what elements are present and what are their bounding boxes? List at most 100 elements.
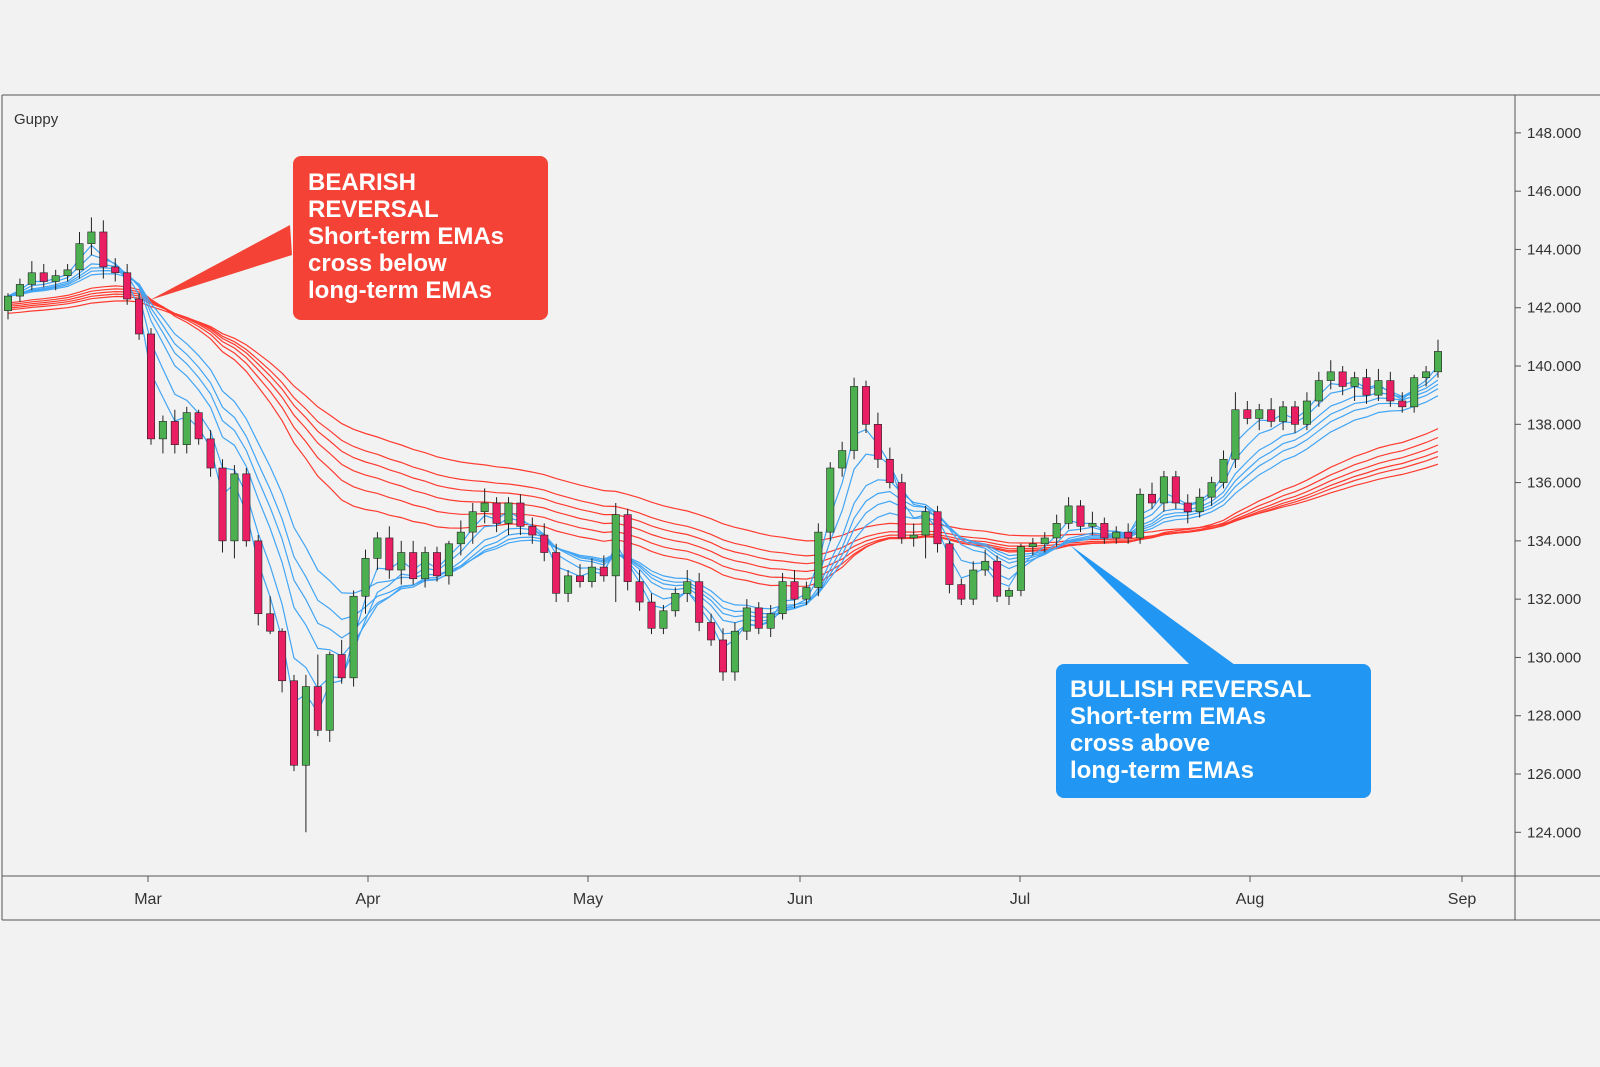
long-term-ema-line — [7, 288, 1439, 580]
bullish-candle — [182, 412, 191, 446]
bullish-candle — [671, 593, 680, 612]
long-term-ema-ribbon — [7, 285, 1439, 587]
bullish-candle — [838, 450, 847, 469]
bearish-candle — [39, 272, 48, 282]
bearish-candle — [576, 575, 584, 582]
bearish-candle — [242, 473, 251, 542]
bullish-candle — [1279, 406, 1288, 422]
bearish-callout-box — [293, 156, 548, 320]
bearish-candle — [862, 386, 870, 425]
bearish-candle — [266, 613, 275, 632]
long-term-ema-line — [7, 295, 1439, 557]
x-tick-label: Apr — [356, 891, 382, 908]
bearish-candle — [1183, 502, 1192, 513]
bullish-candle — [564, 575, 573, 594]
y-tick-label: 140.000 — [1527, 358, 1581, 375]
bearish-candle — [433, 552, 441, 577]
bullish-candle — [814, 531, 823, 588]
bullish-candle — [826, 467, 835, 533]
bearish-candle — [99, 231, 108, 268]
bearish-candle — [599, 566, 608, 577]
svg-text:BULLISH REVERSAL Short-t: BULLISH REVERSAL Short-term EMAs cross a… — [1070, 676, 1318, 784]
bullish-candle — [4, 295, 12, 311]
bearish-candle — [1362, 377, 1371, 396]
bullish-candle — [1005, 590, 1013, 597]
bearish-reversal-callout: BEARISH REVERSAL Short-term EMAs cross b… — [150, 156, 548, 320]
candlestick-series — [4, 217, 1442, 833]
bullish-candle — [1088, 523, 1097, 527]
bearish-candle — [254, 540, 263, 615]
bullish-candle — [158, 421, 167, 440]
bullish-candle — [1255, 409, 1264, 419]
bearish-candle — [135, 298, 144, 335]
bearish-candle — [695, 581, 704, 623]
bullish-candle — [230, 473, 239, 542]
bearish-candle — [552, 552, 561, 594]
bearish-candle — [337, 654, 346, 679]
long-term-ema-line — [7, 300, 1439, 542]
bullish-candle — [1207, 482, 1216, 498]
y-tick-label: 142.000 — [1527, 300, 1581, 317]
bullish-candle — [659, 610, 668, 629]
bullish-candle — [683, 581, 692, 594]
bullish-candle — [63, 269, 72, 276]
bullish-candle — [730, 630, 739, 673]
bullish-callout-pointer — [1070, 545, 1235, 665]
bullish-candle — [921, 511, 930, 536]
bearish-candle — [993, 560, 1002, 597]
bullish-candle — [75, 243, 84, 271]
bullish-candle — [802, 587, 811, 600]
bullish-candle — [1028, 543, 1037, 547]
bullish-candle — [397, 552, 406, 571]
bearish-callout-pointer — [150, 225, 292, 300]
bearish-candle — [1100, 523, 1109, 539]
bearish-candle — [1076, 505, 1085, 527]
bullish-candle — [15, 284, 24, 297]
x-axis: Mar Apr May Jun Jul Aug Sep — [134, 876, 1476, 908]
bullish-candle — [778, 581, 787, 615]
bullish-candle — [1350, 377, 1359, 387]
bearish-candle — [647, 601, 656, 629]
bearish-candle — [528, 525, 537, 536]
bullish-candle — [1434, 351, 1442, 373]
bullish-candle — [27, 272, 36, 285]
bearish-candle — [123, 272, 132, 300]
bullish-candle — [1219, 458, 1228, 483]
x-tick-label: Jun — [787, 891, 813, 908]
bearish-candle — [290, 680, 298, 766]
bearish-callout-line: REVERSAL — [308, 196, 438, 223]
bearish-candle — [754, 607, 763, 629]
bearish-callout-line: long-term EMAs — [308, 277, 492, 304]
y-tick-label: 146.000 — [1527, 183, 1581, 200]
bullish-callout-box — [1056, 664, 1371, 798]
bullish-callout-line: BULLISH REVERSAL — [1070, 676, 1311, 703]
bullish-candle — [1159, 476, 1168, 504]
bullish-candle — [1112, 531, 1121, 539]
bullish-candle — [742, 607, 751, 632]
bullish-candle — [1040, 537, 1049, 545]
bearish-candle — [719, 639, 727, 673]
bullish-candle — [444, 543, 453, 577]
bearish-candle — [707, 622, 716, 641]
bearish-candle — [278, 630, 287, 682]
chart-title: Guppy — [14, 111, 59, 128]
bearish-candle — [1338, 371, 1347, 387]
y-tick-label: 148.000 — [1527, 125, 1581, 142]
bearish-candle — [885, 458, 894, 483]
bearish-candle — [385, 537, 394, 571]
bullish-candle — [981, 560, 990, 571]
bullish-candle — [587, 566, 596, 582]
bearish-candle — [933, 511, 942, 545]
y-tick-label: 130.000 — [1527, 649, 1581, 666]
bearish-candle — [1398, 400, 1407, 408]
bullish-candle — [301, 686, 310, 766]
x-tick-label: Aug — [1236, 891, 1264, 908]
bearish-callout-line: BEARISH — [308, 169, 416, 196]
bearish-candle — [170, 421, 179, 446]
bearish-callout-line: Short-term EMAs — [308, 223, 504, 250]
bullish-candle — [361, 558, 370, 597]
bearish-candle — [218, 467, 227, 542]
bullish-candle — [611, 514, 620, 577]
bullish-candle — [909, 534, 918, 539]
bullish-callout-line: cross above — [1070, 730, 1210, 757]
